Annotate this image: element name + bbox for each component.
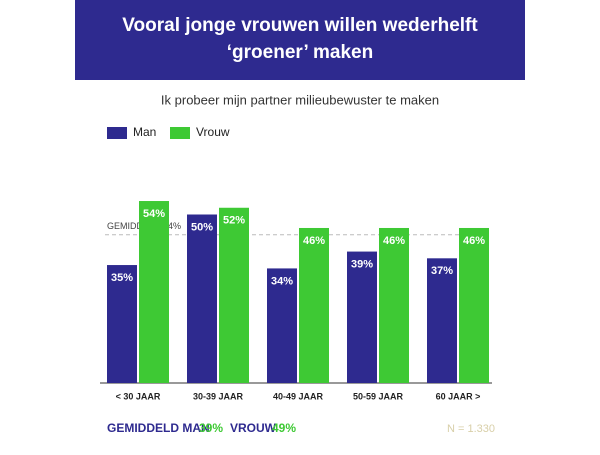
- bar: [379, 227, 409, 383]
- subtitle: Ik probeer mijn partner milieubewuster t…: [161, 92, 439, 107]
- bar: [107, 265, 137, 383]
- legend-swatch: [107, 127, 127, 139]
- value-label: 54%: [143, 208, 165, 220]
- legend-label: Vrouw: [196, 125, 230, 139]
- bar: [299, 227, 329, 383]
- category-label: 40-49 JAAR: [273, 391, 324, 401]
- title-banner: [75, 0, 525, 80]
- bar: [427, 258, 457, 383]
- value-label: 39%: [351, 258, 373, 270]
- value-label: 46%: [463, 235, 485, 247]
- bar: [219, 207, 249, 383]
- bar: [347, 251, 377, 383]
- title-line: ‘groener’ maken: [227, 42, 373, 63]
- bar: [139, 201, 169, 383]
- title-line: Vooral jonge vrouwen willen wederhelft: [122, 15, 478, 36]
- category-label: 60 JAAR >: [436, 391, 481, 401]
- value-label: 46%: [303, 235, 325, 247]
- bar: [267, 268, 297, 383]
- value-label: 35%: [111, 272, 133, 284]
- sample-size: N = 1.330: [447, 423, 495, 435]
- category-label: < 30 JAAR: [116, 391, 161, 401]
- bar: [459, 227, 489, 383]
- value-label: 46%: [383, 235, 405, 247]
- value-label: 34%: [271, 275, 293, 287]
- footer-text: 49%: [272, 421, 296, 435]
- footer-text: VROUW: [230, 421, 277, 435]
- footer-text: GEMIDDELD MAN: [107, 421, 210, 435]
- bar: [187, 214, 217, 383]
- legend-label: Man: [133, 125, 156, 139]
- category-label: 30-39 JAAR: [193, 391, 244, 401]
- footer-text: 39%: [199, 421, 223, 435]
- value-label: 50%: [191, 221, 213, 233]
- value-label: 52%: [223, 215, 245, 227]
- value-label: 37%: [431, 265, 453, 277]
- legend-swatch: [170, 127, 190, 139]
- category-label: 50-59 JAAR: [353, 391, 404, 401]
